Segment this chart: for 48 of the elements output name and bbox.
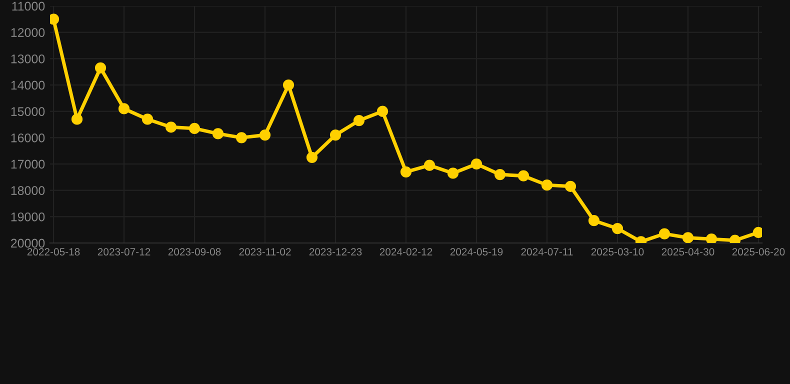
y-tick-label: 13000 [11,54,45,64]
point [353,114,365,126]
x-tick-label: 2022-05-18 [27,248,80,256]
point [306,152,318,163]
point [376,106,388,117]
point [494,168,506,180]
x-tick-label: 2024-07-11 [521,248,573,256]
x-tick-label: 2024-02-12 [380,248,432,256]
y-tick-label: 16000 [11,133,45,142]
point [658,228,670,240]
y-tick-label: 14000 [11,80,45,90]
y-tick-label: 17000 [11,160,45,169]
y-tick-label: 18000 [11,186,45,195]
x-tick-label: 2025-04-30 [662,248,714,256]
point [282,79,294,91]
point [447,168,459,179]
point [165,122,177,133]
point [706,233,718,243]
y-tick-label: 12000 [11,28,45,37]
point [94,62,106,74]
point [236,132,248,144]
point [541,180,553,191]
x-tick-label: 2025-06-20 [732,248,785,256]
point [142,114,154,125]
y-tick-label: 11000 [12,2,45,11]
point [424,160,436,171]
point [518,170,530,182]
point [71,114,83,125]
x-tick-label: 2023-11-02 [239,248,291,256]
point [259,129,271,141]
x-tick-label: 2023-12-23 [309,248,362,256]
x-tick-label: 2023-07-12 [98,248,150,256]
x-tick-label: 2025-03-10 [591,248,644,256]
point [682,232,694,243]
point [564,180,576,192]
y-tick-label: 20000 [11,238,45,248]
point [588,215,600,226]
x-tick-label: 2024-05-19 [450,248,503,256]
point [188,122,200,134]
x-tick-label: 2023-09-08 [168,248,221,256]
point [118,103,130,114]
point [330,129,342,141]
point [400,166,412,178]
point [212,128,224,140]
point [612,222,624,234]
y-tick-label: 19000 [11,212,45,222]
y-tick-label: 15000 [11,107,45,116]
point [470,158,482,170]
